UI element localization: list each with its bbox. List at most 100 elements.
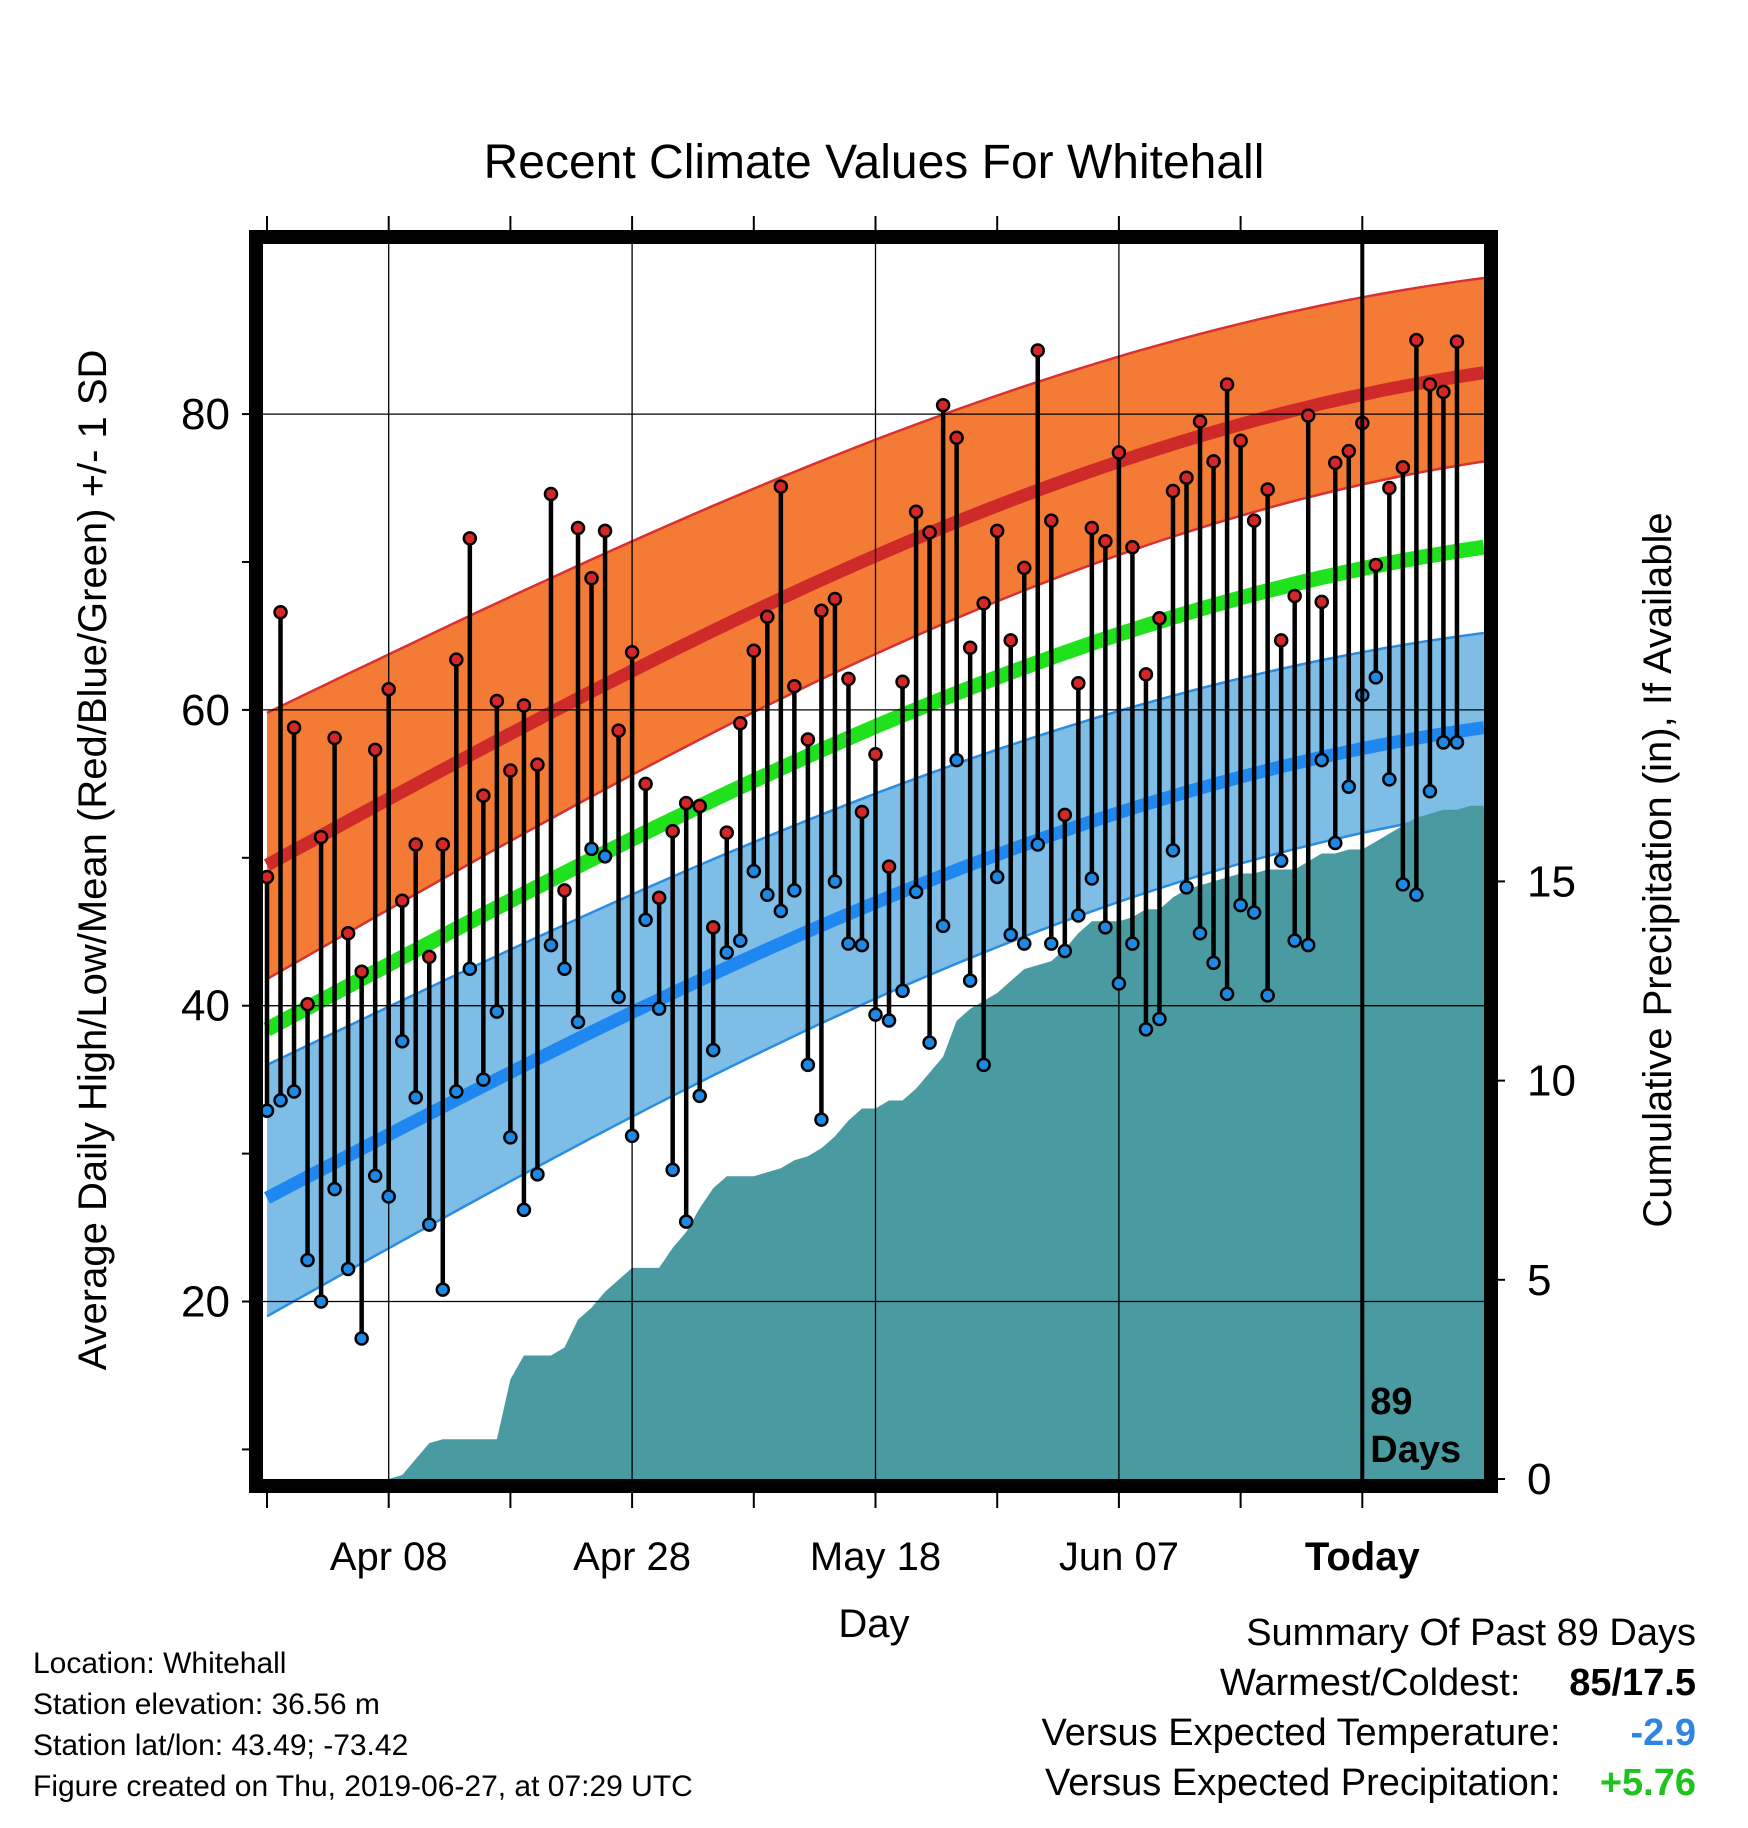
axis-labels: Recent Climate Values For Whitehall 80 60 4…	[71, 136, 1680, 1646]
high-point	[1125, 539, 1140, 555]
high-point	[1206, 454, 1221, 469]
high-point	[286, 720, 302, 735]
high-point	[692, 798, 707, 814]
x-axis-title: Day	[838, 1602, 909, 1646]
plot-frame	[242, 216, 1505, 1508]
low-point	[367, 1168, 383, 1184]
elevation-text: Station elevation: 36.56 m	[33, 1688, 380, 1721]
low-point	[949, 752, 964, 768]
low-point	[354, 1331, 369, 1346]
high-point	[665, 823, 680, 839]
low-point	[611, 989, 626, 1005]
low-point	[1449, 735, 1465, 750]
high-point	[624, 644, 640, 660]
high-point	[300, 996, 315, 1012]
high-point	[394, 893, 410, 908]
y2-tick-label: 0	[1527, 1455, 1551, 1504]
temp-label: Versus Expected Temperature:	[1041, 1712, 1561, 1754]
low-point	[1260, 988, 1275, 1003]
high-point	[381, 681, 396, 697]
high-point	[1044, 513, 1059, 528]
high-point	[1422, 377, 1438, 392]
low-point	[1192, 925, 1208, 941]
y2-axis-title: Cumulative Precipitation (in), If Availa…	[1636, 512, 1680, 1227]
high-point	[827, 591, 843, 607]
low-point	[313, 1294, 329, 1309]
high-point	[273, 605, 288, 620]
plot-border	[249, 230, 1498, 1493]
high-point	[1165, 483, 1181, 499]
location-text: Location: Whitehall	[33, 1647, 287, 1680]
low-point	[530, 1167, 545, 1182]
low-point	[1084, 871, 1100, 886]
low-point	[1314, 752, 1329, 768]
low-point	[1422, 783, 1438, 799]
low-point	[881, 1013, 897, 1028]
low-point	[1003, 927, 1018, 942]
latlon-text: Station lat/lon: 43.49; -73.42	[33, 1729, 409, 1762]
summary-precip: Versus Expected Precipitation: +5.76	[1045, 1762, 1696, 1805]
high-point	[949, 430, 964, 446]
high-point	[543, 486, 559, 502]
low-point	[989, 869, 1005, 885]
low-point	[422, 1217, 437, 1232]
high-point	[1395, 460, 1411, 475]
high-point	[651, 890, 667, 905]
low-point	[1219, 986, 1235, 1002]
high-point	[1111, 445, 1127, 460]
high-point	[422, 949, 437, 965]
low-point	[1179, 880, 1194, 895]
low-point	[1395, 877, 1411, 892]
low-point	[760, 887, 775, 903]
y-tick-label: 80	[181, 390, 230, 439]
low-point	[408, 1090, 423, 1105]
high-point	[773, 479, 789, 494]
high-point	[678, 795, 694, 811]
high-point	[908, 504, 924, 519]
low-point	[273, 1093, 288, 1108]
low-point	[1098, 920, 1113, 935]
low-point	[773, 903, 789, 919]
low-point	[1071, 908, 1086, 923]
high-point	[1436, 384, 1451, 400]
high-point	[1057, 807, 1073, 823]
low-point	[719, 945, 735, 960]
high-point	[1341, 443, 1357, 459]
high-point	[354, 964, 369, 979]
y2-tick-label: 5	[1527, 1256, 1551, 1305]
low-point	[1341, 779, 1357, 795]
low-point	[746, 863, 762, 879]
x-tick-label: Apr 28	[573, 1535, 691, 1579]
high-point	[408, 837, 423, 852]
high-point	[435, 837, 451, 852]
low-point	[692, 1088, 707, 1104]
low-point	[1152, 1011, 1167, 1027]
high-point	[1003, 633, 1018, 648]
high-point	[1287, 588, 1302, 604]
high-point	[1030, 343, 1046, 358]
x-tick-label: Jun 07	[1059, 1535, 1179, 1579]
low-point	[678, 1214, 694, 1229]
high-point	[1071, 676, 1086, 691]
high-point	[787, 678, 802, 694]
high-point	[1273, 633, 1289, 648]
warm-cold-label: Warmest/Coldest:	[1219, 1662, 1521, 1704]
high-point	[854, 804, 870, 820]
summary-heading: Summary Of Past 89 Days	[1246, 1612, 1696, 1654]
low-point	[935, 918, 951, 934]
low-point	[705, 1042, 721, 1058]
low-point	[854, 937, 870, 953]
low-point	[1044, 936, 1059, 951]
low-point	[327, 1181, 342, 1197]
low-point	[1273, 853, 1289, 869]
high-point	[814, 603, 829, 619]
low-point	[1125, 936, 1140, 951]
low-point	[976, 1057, 991, 1073]
y-axis-title: Average Daily High/Low/Mean (Red/Blue/Gr…	[71, 350, 115, 1371]
high-point	[962, 640, 978, 656]
y-tick-label: 60	[181, 686, 230, 735]
low-point	[462, 961, 478, 976]
low-point	[1057, 943, 1073, 959]
high-point	[1260, 482, 1275, 497]
